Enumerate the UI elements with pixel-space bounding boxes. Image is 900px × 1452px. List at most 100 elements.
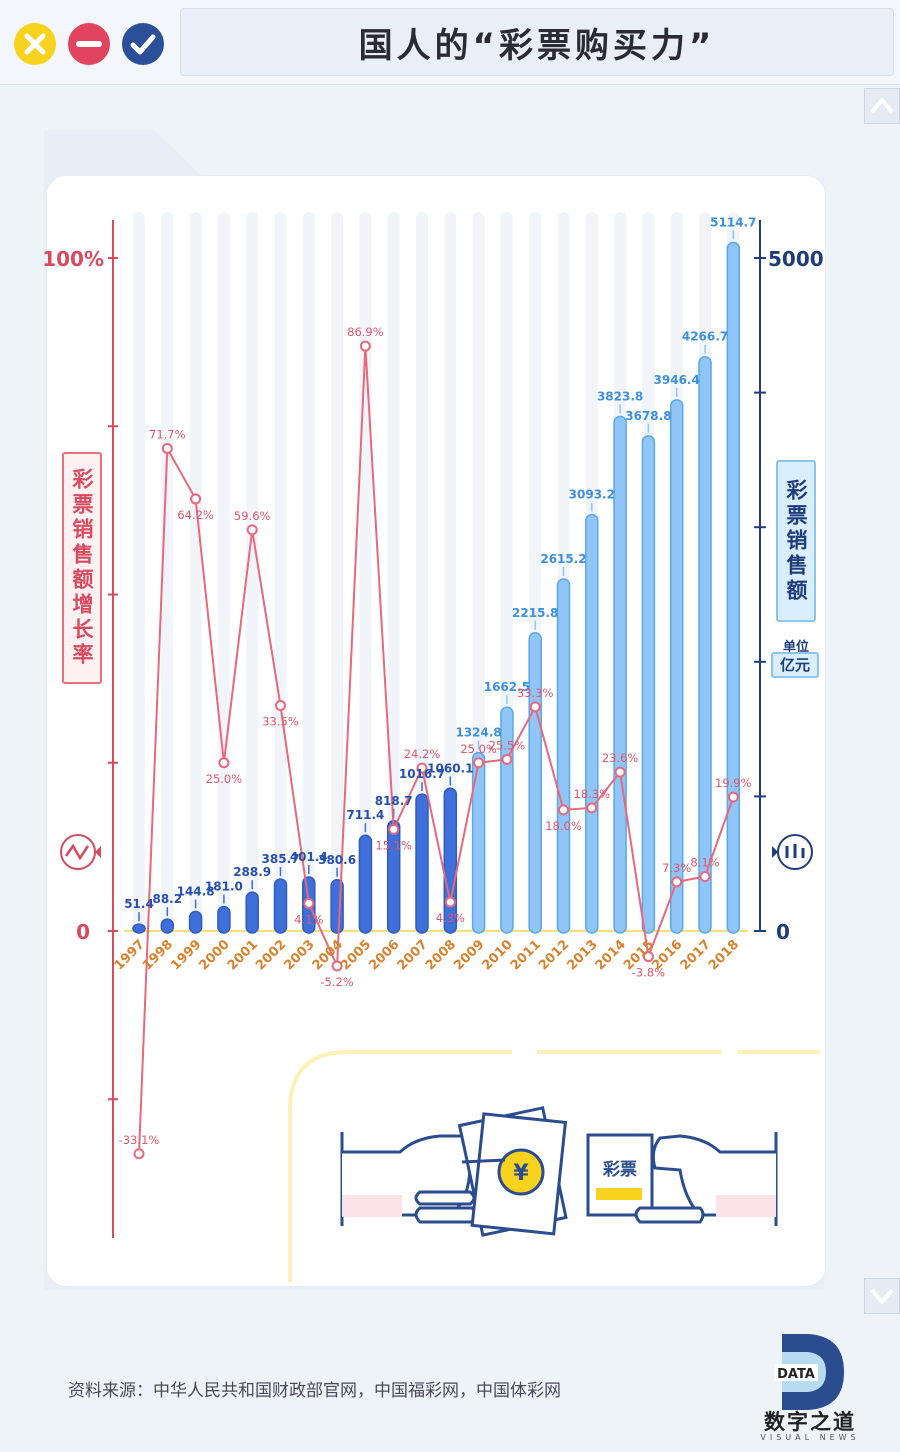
growth-point-1998 (161, 442, 173, 454)
year-label: 2000 (197, 937, 233, 973)
growth-value-label: 4.1% (294, 912, 323, 926)
bar-value-label: 1060.1 (427, 761, 473, 775)
bar-value-label: 181.0 (205, 880, 243, 894)
page-title: 国人的“彩票购买力” (358, 25, 716, 66)
growth-point-2002 (275, 700, 286, 712)
bar-value-label: 2615.2 (540, 552, 586, 566)
growth-point-2007 (416, 762, 428, 774)
growth-value-label: 33.5% (262, 715, 299, 729)
bar-2016 (669, 399, 684, 934)
title-bar: 国人的“彩票购买力” (0, 0, 900, 85)
bar-2017 (698, 355, 712, 934)
bar-value-label: 144.8 (177, 885, 215, 899)
growth-value-label: 19.9% (715, 776, 752, 790)
bar-value-label: 3093.2 (569, 488, 615, 502)
bar-2000 (217, 905, 231, 934)
trend-icon-line (64, 843, 90, 861)
left-tick-label: 0 (76, 920, 90, 944)
year-label: 2012 (536, 937, 572, 973)
bar-2001 (245, 891, 259, 934)
bar-value-label: 1662.5 (484, 680, 530, 694)
bar-value-label: 3823.8 (597, 389, 643, 403)
year-label: 2011 (508, 937, 544, 973)
grid-track (331, 212, 344, 931)
minimize-button[interactable] (68, 23, 110, 65)
bar-value-label: 385.7 (262, 852, 300, 866)
close-icon (14, 23, 56, 65)
growth-point-1999 (190, 493, 202, 505)
growth-point-1997 (133, 1148, 145, 1160)
year-label: 1997 (112, 937, 148, 973)
grid-track (274, 212, 287, 931)
bar-chart-icon-bars (785, 844, 805, 858)
bar-value-label: 380.6 (318, 853, 356, 867)
growth-value-label: 23.6% (602, 751, 639, 765)
growth-point-2009 (473, 757, 485, 769)
title-box: 国人的“彩票购买力” (180, 8, 894, 76)
growth-value-label: 86.9% (347, 325, 384, 339)
year-label: 1999 (168, 937, 204, 973)
growth-point-2005 (359, 340, 371, 352)
bar-2013 (585, 513, 599, 934)
bar-value-label: 1016.7 (399, 767, 445, 781)
bar-1999 (188, 910, 203, 934)
bar-value-label: 88.2 (152, 892, 182, 906)
grid-track (217, 212, 230, 931)
growth-value-label: 4.3% (436, 911, 465, 925)
bar-value-label: 5114.7 (710, 216, 756, 230)
unit-value: 亿元 (771, 652, 819, 678)
arrow-up-icon (870, 98, 894, 114)
growth-point-2018 (727, 791, 739, 803)
growth-value-label: -3.8% (632, 966, 665, 980)
growth-value-label: 25.0% (460, 742, 497, 756)
bar-value-label: 818.7 (375, 794, 413, 808)
growth-value-label: -5.2% (320, 975, 353, 989)
right-tick-label: 0 (776, 920, 790, 944)
grid-track (133, 212, 145, 931)
source-note: 资料来源：中华人民共和国财政部官网，中国福彩网，中国体彩网 (68, 1381, 561, 1401)
year-label: 2014 (593, 937, 629, 973)
bar-2011 (528, 632, 542, 934)
growth-rate-line (138, 346, 735, 1154)
growth-point-2016 (671, 876, 683, 888)
growth-point-2015 (642, 951, 654, 963)
grid-track (416, 212, 428, 931)
growth-value-label: 24.2% (404, 747, 441, 761)
year-label: 2010 (480, 937, 516, 973)
growth-point-2013 (586, 802, 598, 814)
year-label: 2007 (395, 937, 431, 973)
unit-label: 单位 (782, 640, 809, 655)
check-icon (122, 23, 164, 65)
growth-value-label: -33.1% (119, 1133, 160, 1147)
growth-point-2003 (303, 897, 315, 909)
bar-2007 (415, 793, 429, 934)
left-axis-label: 彩票销售额增长率 (62, 452, 102, 684)
close-button[interactable] (14, 23, 56, 65)
bar-2009 (471, 751, 486, 934)
year-label: 2005 (338, 937, 374, 973)
right-tick-label: 5000 (768, 247, 824, 271)
confirm-button[interactable] (122, 23, 164, 65)
bar-1997 (132, 923, 146, 934)
growth-value-label: 25.5% (489, 738, 526, 752)
chart-panel (46, 175, 826, 1287)
bar-1998 (160, 918, 175, 934)
growth-value-label: 33.3% (517, 686, 554, 700)
bar-value-label: 288.9 (233, 865, 271, 879)
scroll-down-button[interactable] (864, 1278, 900, 1314)
growth-point-2012 (558, 804, 569, 816)
bar-value-label: 3946.4 (654, 373, 700, 387)
bar-value-label: 1324.8 (455, 726, 501, 740)
year-label: 2009 (451, 937, 487, 973)
growth-point-2011 (529, 701, 541, 713)
year-label: 2008 (423, 937, 459, 973)
bar-2018 (726, 241, 741, 934)
grid-track (302, 212, 315, 931)
year-label: 2013 (564, 937, 600, 973)
left-tick-label: 100% (42, 247, 104, 271)
bar-2008 (443, 787, 458, 934)
grid-track (246, 212, 259, 931)
ticket-text: 彩票 (602, 1160, 637, 1180)
bar-2005 (358, 834, 373, 934)
